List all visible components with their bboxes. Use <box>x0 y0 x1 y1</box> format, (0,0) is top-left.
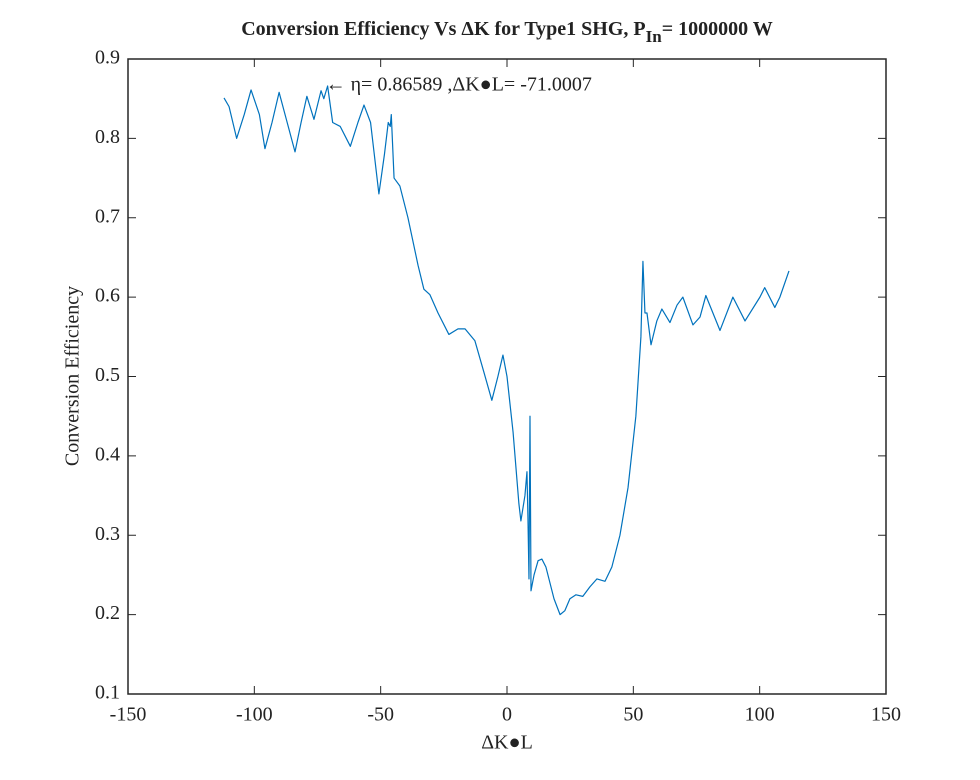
y-tick-label: 0.2 <box>95 602 120 624</box>
x-tick-label: 150 <box>871 704 901 726</box>
x-tick-label: 100 <box>745 704 775 726</box>
y-axis-label: Conversion Efficiency <box>62 286 84 466</box>
y-tick-label: 0.9 <box>95 47 120 69</box>
y-tick-label: 0.6 <box>95 285 120 307</box>
y-tick-label: 0.4 <box>95 443 120 465</box>
annotation: ← η= 0.86589 ,ΔK●L= -71.0007 <box>326 74 592 96</box>
x-tick-label: -100 <box>236 704 273 726</box>
x-tick-label: -50 <box>367 704 394 726</box>
y-tick-label: 0.8 <box>95 126 120 148</box>
y-tick-label: 0.7 <box>95 205 120 227</box>
y-tick-label: 0.3 <box>95 523 120 545</box>
chart-title: Conversion Efficiency Vs ΔK for Type1 SH… <box>241 18 773 46</box>
title-main: Conversion Efficiency Vs ΔK for Type1 SH… <box>241 18 645 40</box>
x-tick-label: 50 <box>623 704 643 726</box>
x-tick-label: -150 <box>110 704 147 726</box>
x-axis-label: ΔK●L <box>481 732 533 754</box>
y-tick-label: 0.1 <box>95 682 120 704</box>
title-suffix: = 1000000 W <box>662 18 773 40</box>
title-subscript: In <box>646 27 663 46</box>
x-tick-label: 0 <box>502 704 512 726</box>
data-line <box>223 85 790 616</box>
y-tick-label: 0.5 <box>95 364 120 386</box>
